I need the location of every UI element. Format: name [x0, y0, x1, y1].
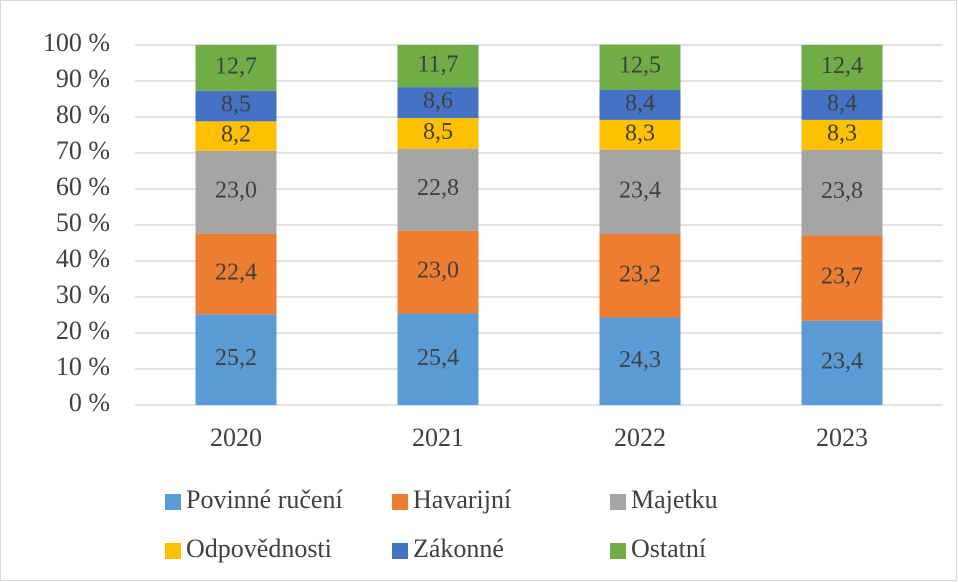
legend-label: Zákonné: [413, 534, 504, 563]
bar-segment: [397, 45, 479, 88]
legend-label: Majetku: [631, 485, 718, 514]
data-label: 23,7: [821, 264, 863, 290]
bar-segment: [397, 148, 479, 231]
data-label: 12,4: [821, 53, 863, 79]
legend-label: Havarijní: [413, 485, 511, 514]
y-tick-label: 100 %: [43, 28, 110, 57]
legend-label: Odpovědnosti: [186, 534, 332, 563]
legend-swatch: [392, 494, 408, 510]
y-tick-label: 40 %: [56, 244, 110, 273]
bar-segment: [599, 119, 681, 150]
legend-swatch: [610, 543, 626, 559]
x-tick-label: 2020: [210, 423, 262, 452]
data-label: 8,6: [423, 88, 453, 114]
x-tick-label: 2023: [816, 423, 868, 452]
bar-segment: [801, 119, 883, 150]
bar-segment: [801, 235, 883, 321]
data-label: 23,2: [619, 261, 661, 287]
bar-segment: [599, 149, 681, 234]
bar-segment: [195, 45, 277, 91]
legend-label: Povinné ručení: [186, 485, 343, 514]
bar-segment: [801, 89, 883, 120]
y-tick-label: 70 %: [56, 136, 110, 165]
data-label: 25,4: [417, 345, 459, 371]
data-label: 11,7: [417, 52, 458, 78]
bar-segment: [599, 317, 681, 405]
data-label: 8,2: [221, 122, 251, 148]
data-label: 24,3: [619, 347, 661, 373]
bar-segment: [397, 230, 479, 314]
data-label: 8,5: [423, 119, 453, 145]
legend-label: Ostatní: [631, 534, 706, 563]
data-label: 8,3: [625, 120, 655, 146]
bar-segment: [801, 320, 883, 405]
x-tick-label: 2021: [412, 423, 464, 452]
y-tick-label: 30 %: [56, 280, 110, 309]
bar-segment: [599, 89, 681, 120]
y-tick-label: 90 %: [56, 64, 110, 93]
legend-swatch: [392, 543, 408, 559]
bar-segment: [397, 313, 479, 405]
bar-segment: [397, 87, 479, 119]
bar-segment: [195, 90, 277, 122]
data-label: 8,5: [221, 92, 251, 118]
data-label: 22,8: [417, 175, 459, 201]
y-tick-label: 0 %: [69, 388, 110, 417]
data-label: 23,0: [215, 178, 257, 204]
y-tick-label: 50 %: [56, 208, 110, 237]
data-label: 12,5: [619, 53, 661, 79]
legend-swatch: [165, 494, 181, 510]
bar-segment: [599, 234, 681, 318]
y-tick-label: 20 %: [56, 316, 110, 345]
bar-segment: [195, 121, 277, 151]
data-label: 8,4: [827, 90, 857, 116]
data-label: 23,4: [821, 348, 863, 374]
bar-segment: [801, 45, 883, 90]
data-label: 25,2: [215, 345, 257, 371]
bar-segment: [397, 118, 479, 149]
bar-segment: [195, 150, 277, 234]
legend-swatch: [165, 543, 181, 559]
data-label: 8,4: [625, 90, 655, 116]
y-tick-label: 80 %: [56, 100, 110, 129]
y-tick-label: 10 %: [56, 352, 110, 381]
y-tick-label: 60 %: [56, 172, 110, 201]
data-label: 23,4: [619, 177, 661, 203]
legend-swatch: [610, 494, 626, 510]
data-label: 22,4: [215, 259, 257, 285]
bar-segment: [195, 314, 277, 405]
data-label: 23,0: [417, 258, 459, 284]
data-label: 12,7: [215, 53, 257, 79]
bar-segment: [195, 233, 277, 315]
x-tick-label: 2022: [614, 423, 666, 452]
data-label: 23,8: [821, 178, 863, 204]
data-label: 8,3: [827, 120, 857, 146]
bar-segment: [599, 44, 681, 90]
bar-segment: [801, 149, 883, 236]
